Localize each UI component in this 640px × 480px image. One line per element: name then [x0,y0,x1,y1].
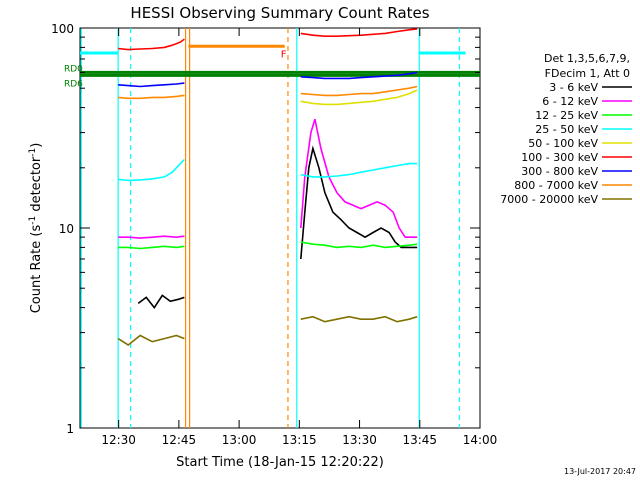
series-7-segment-0 [118,94,185,100]
legend-label-2: 12 - 25 keV [535,109,598,122]
legend-label-5: 100 - 300 keV [521,151,598,164]
series-6-segment-0 [118,82,185,88]
y-tick-label-1: 10 [59,222,74,236]
series-8-segment-1 [300,315,418,323]
y-axis-ticks: 1 10 100 [51,22,480,436]
y-axis-label-end: ) [29,143,44,148]
y-tick-label-0: 1 [66,422,74,436]
y-axis-label-sup1: -1 [28,216,38,225]
series-5-segment-0 [118,38,185,51]
series-1-segment-1 [300,118,418,238]
series-4-segment-0 [300,89,418,106]
plot-frame [79,27,481,429]
series-7-segment-1 [300,85,418,97]
timestamp: 13-Jul-2017 20:47 [564,467,636,476]
series-6-segment-1 [300,71,418,80]
series-lines [117,28,418,346]
legend-label-1: 6 - 12 keV [542,95,598,108]
legend-label-3: 25 - 50 keV [535,123,598,136]
legend-header-1: Det 1,3,5,6,7,9, [544,52,630,65]
x-tick-label-0: 12:30 [101,433,136,447]
series-1-segment-0 [118,235,185,239]
legend-label-0: 3 - 6 keV [549,81,598,94]
x-tick-label-4: 13:30 [342,433,377,447]
series-0-segment-0 [137,294,185,309]
series-8-segment-0 [117,334,185,346]
x-tick-label-1: 12:45 [162,433,197,447]
legend-header-2: FDecim 1, Att 0 [545,67,630,80]
x-tick-label-3: 13:15 [282,433,317,447]
y-axis-label: Count Rate (s-1 detector-1) [28,143,44,314]
y-axis-label-mid: detector [29,156,44,216]
legend-label-8: 7000 - 20000 keV [500,193,598,206]
y-axis-label-main: Count Rate (s [29,225,44,314]
overlay-RD6-label: RD6 [64,79,83,89]
overlay-lines: RD0 RD6 F [64,44,480,89]
overlay-f-label: F [281,49,287,60]
legend-label-4: 50 - 100 keV [528,137,598,150]
y-axis-label-sup2: -1 [28,148,38,157]
series-2-segment-0 [118,245,185,250]
x-tick-label-6: 14:00 [463,433,498,447]
series-2-segment-1 [300,241,418,249]
x-axis-ticks: 12:30 12:45 13:00 13:15 13:30 13:45 14:00 [101,28,497,447]
overlay-RD0-label: RD0 [64,64,83,74]
series-3-segment-1 [300,162,418,178]
y-tick-label-2: 100 [51,22,74,36]
legend-label-7: 800 - 7000 keV [514,179,598,192]
x-tick-label-2: 13:00 [222,433,257,447]
x-axis-label: Start Time (18-Jan-15 12:20:22) [176,455,384,470]
chart-title: HESSI Observing Summary Count Rates [130,4,429,22]
vertical-markers [80,28,461,428]
x-tick-label-5: 13:45 [402,433,437,447]
legend: Det 1,3,5,6,7,9, FDecim 1, Att 0 3 - 6 k… [500,52,632,206]
series-0-segment-1 [300,145,418,260]
series-5-segment-1 [300,28,418,38]
series-3-segment-0 [118,158,185,182]
legend-label-6: 300 - 800 keV [521,165,598,178]
